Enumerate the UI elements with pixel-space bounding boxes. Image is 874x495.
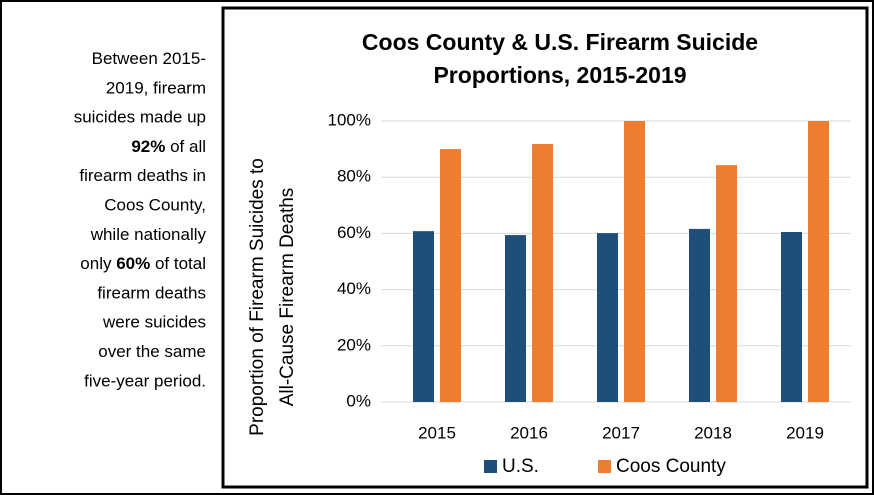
- note-text: 2019, firearm: [106, 79, 206, 98]
- note-text: Between 2015-: [92, 49, 206, 68]
- y-tick-label: 60%: [337, 223, 371, 242]
- legend-swatch: [484, 460, 497, 473]
- note-line: suicides made up: [74, 108, 206, 127]
- note-text: 60%: [116, 255, 150, 274]
- note-line: firearm deaths in: [79, 167, 206, 186]
- bar: [716, 165, 737, 402]
- bar: [781, 231, 802, 402]
- y-tick-label: 80%: [337, 167, 371, 186]
- note-text: only: [80, 255, 116, 274]
- note-text: Coos County,: [104, 196, 206, 215]
- y-tick-label: 0%: [346, 391, 371, 410]
- note-line: over the same: [98, 342, 206, 361]
- note-line: Coos County,: [104, 196, 206, 215]
- note-text: while nationally: [90, 225, 207, 244]
- x-tick-label: 2017: [602, 423, 640, 442]
- x-tick-label: 2016: [510, 423, 548, 442]
- y-axis-label: All-Cause Firearm Deaths: [277, 188, 298, 407]
- bar: [505, 235, 526, 402]
- legend-swatch: [598, 460, 611, 473]
- bar: [440, 149, 461, 402]
- y-tick-label: 20%: [337, 335, 371, 354]
- note-line: 92% of all: [131, 137, 206, 156]
- bar: [624, 121, 645, 402]
- note-text: five-year period.: [84, 372, 206, 391]
- note-line: firearm deaths: [97, 284, 206, 303]
- note-line: Between 2015-: [92, 49, 206, 68]
- bar: [597, 233, 618, 402]
- x-tick-label: 2019: [786, 423, 824, 442]
- chart-title: Proportions, 2015-2019: [433, 62, 686, 88]
- bar: [689, 228, 710, 402]
- x-tick-label: 2015: [418, 423, 456, 442]
- note-text: of all: [165, 137, 206, 156]
- note-text: of total: [150, 255, 206, 274]
- legend-label: Coos County: [616, 456, 726, 477]
- note-text: firearm deaths in: [79, 167, 206, 186]
- note-line: 2019, firearm: [106, 79, 206, 98]
- y-tick-label: 100%: [328, 110, 371, 129]
- note-text: suicides made up: [74, 108, 206, 127]
- x-tick-label: 2018: [694, 423, 732, 442]
- legend-label: U.S.: [502, 456, 539, 477]
- note-line: only 60% of total: [80, 255, 206, 274]
- note-line: were suicides: [102, 313, 206, 332]
- bar: [413, 231, 434, 402]
- note-text: over the same: [98, 342, 206, 361]
- note-line: while nationally: [90, 225, 207, 244]
- bar: [532, 144, 553, 403]
- note-text: firearm deaths: [97, 284, 206, 303]
- note-text: 92%: [131, 137, 165, 156]
- note-text: were suicides: [102, 313, 206, 332]
- y-tick-label: 40%: [337, 279, 371, 298]
- bar: [808, 121, 829, 402]
- note-line: five-year period.: [84, 372, 206, 391]
- y-axis-label: Proportion of Firearm Suicides to: [247, 158, 268, 436]
- chart-title: Coos County & U.S. Firearm Suicide: [362, 29, 758, 55]
